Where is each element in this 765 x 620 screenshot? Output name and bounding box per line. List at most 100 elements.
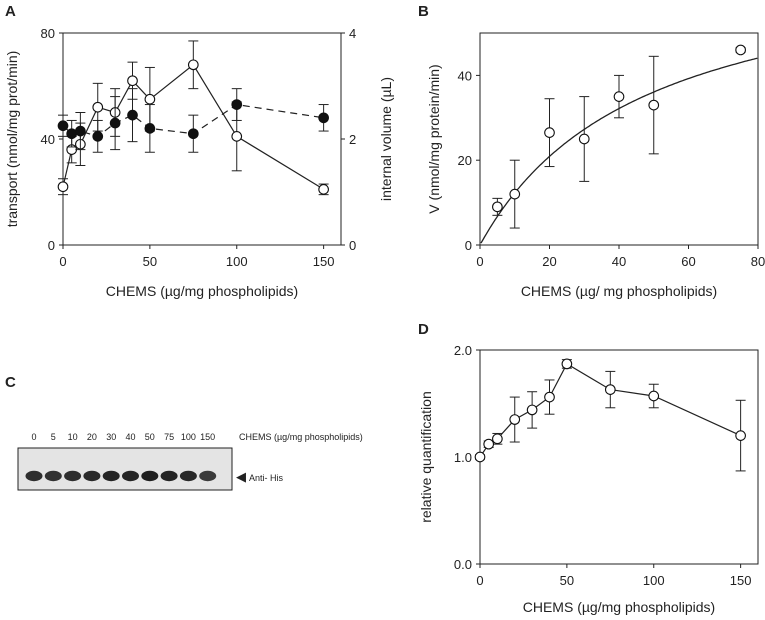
blot-lane-label: 100 (181, 432, 196, 442)
x-tick-label: 80 (751, 254, 765, 269)
blot-lane-label: 0 (31, 432, 36, 442)
y-tick-label: 20 (458, 153, 472, 168)
panel-b-ticks: 0 20 40 60 80 0 20 40 (458, 68, 765, 269)
data-point (187, 59, 199, 71)
panel-a-xlabel: CHEMS (µg/mg phospholipids) (106, 283, 298, 299)
panel-d-xlabel: CHEMS (µg/mg phospholipids) (523, 599, 715, 615)
data-point (578, 133, 590, 145)
data-point (509, 188, 521, 200)
x-tick-label: 0 (476, 254, 483, 269)
blot-band-label: Anti- His (249, 473, 284, 483)
blot-bands (25, 470, 217, 482)
x-tick-label: 0 (476, 573, 483, 588)
data-point (318, 184, 329, 195)
data-point (231, 99, 243, 110)
panel-letter-b: B (418, 3, 429, 20)
data-point (604, 384, 616, 395)
blot-lane-label: 150 (200, 432, 215, 442)
y2-tick-label: 0 (349, 238, 356, 253)
x-tick-label: 20 (542, 254, 556, 269)
blot-band (44, 470, 62, 482)
data-point (735, 430, 746, 441)
panel-letter-a: A (5, 3, 16, 20)
data-point (483, 438, 495, 450)
panel-b-xlabel: CHEMS (µg/ mg phospholipids) (521, 283, 717, 299)
panel-a-frame (62, 32, 342, 246)
panel-d-chart: relative quantification CHEMS (µg/mg pho… (418, 343, 759, 615)
panel-a-ticks: 0 50 100 150 0 40 80 0 2 4 (41, 26, 357, 269)
blot-lane-label: 5 (51, 432, 56, 442)
y-tick-label: 80 (41, 26, 55, 41)
x-tick-label: 100 (643, 573, 665, 588)
panel-a-ylabel: transport (nmol/mg prot/min) (4, 51, 20, 228)
x-tick-label: 50 (560, 573, 574, 588)
data-point (144, 93, 156, 105)
data-point (57, 181, 69, 193)
panel-b-chart: V (nmol/mg protein/min) CHEMS (µg/ mg ph… (426, 32, 765, 299)
blot-band (25, 470, 43, 482)
panel-d-ylabel: relative quantification (418, 391, 434, 523)
data-point (544, 391, 555, 403)
data-point (144, 123, 156, 134)
y-tick-label: 0.0 (454, 557, 472, 572)
blot-lane-label: 40 (125, 432, 135, 442)
blot-band (179, 470, 197, 482)
blot-lane-label: 50 (145, 432, 155, 442)
blot-band (160, 470, 178, 482)
data-point (648, 99, 660, 111)
blot-arrow: ◀ (236, 469, 246, 484)
x-tick-label: 150 (730, 573, 752, 588)
x-tick-label: 40 (612, 254, 626, 269)
data-point (127, 75, 138, 87)
y2-tick-label: 4 (349, 26, 356, 41)
blot-band (83, 470, 101, 482)
data-point (613, 91, 625, 102)
panel-c-blot: 0 5 10 20 30 40 50 75 100 150 CHEMS (µg/mg phosph… (17, 432, 363, 491)
panel-a-marks (57, 40, 329, 196)
data-point (187, 128, 199, 140)
panel-b-marks (480, 44, 758, 244)
y-tick-label: 0 (48, 238, 55, 253)
blot-band (141, 470, 159, 482)
blot-band (199, 470, 217, 482)
blot-lane-label: 10 (68, 432, 78, 442)
data-point (492, 201, 503, 213)
panel-d-frame (479, 349, 759, 565)
data-point (57, 120, 69, 132)
blot-lane-labels: 0 5 10 20 30 40 50 75 100 150 (31, 432, 215, 442)
data-point (318, 112, 329, 124)
panel-letter-c: C (5, 374, 16, 391)
panel-b-frame (479, 32, 759, 246)
data-point (231, 131, 243, 142)
panel-a-y2label: internal volume (µL) (378, 77, 394, 201)
data-point (492, 433, 503, 445)
y-tick-label: 0 (465, 238, 472, 253)
blot-lane-header: CHEMS (µg/mg phospholipids) (239, 432, 363, 442)
panel-d-ticks: 0 50 100 150 0.0 1.0 2.0 (454, 343, 752, 588)
panel-d-marks (474, 358, 746, 472)
data-point (648, 390, 660, 402)
y-tick-label: 40 (458, 68, 472, 83)
panel-a-chart: transport (nmol/mg prot/min) internal vo… (4, 26, 394, 299)
x-tick-label: 60 (681, 254, 695, 269)
blot-band (102, 470, 120, 482)
data-point (561, 358, 573, 370)
data-point (109, 117, 121, 129)
blot-lane-label: 30 (106, 432, 116, 442)
data-point (75, 125, 86, 137)
x-tick-label: 150 (313, 254, 335, 269)
blot-membrane (17, 447, 233, 491)
data-point (474, 451, 486, 463)
blot-lane-label: 75 (164, 432, 174, 442)
data-point (92, 101, 104, 113)
y-tick-label: 1.0 (454, 450, 472, 465)
data-point (66, 128, 78, 140)
data-point (735, 44, 746, 56)
y2-tick-label: 2 (349, 132, 356, 147)
data-point (544, 127, 555, 138)
x-tick-label: 0 (59, 254, 66, 269)
panel-b-ylabel: V (nmol/mg protein/min) (426, 64, 442, 213)
blot-lane-label: 20 (87, 432, 97, 442)
y-tick-label: 40 (41, 132, 55, 147)
